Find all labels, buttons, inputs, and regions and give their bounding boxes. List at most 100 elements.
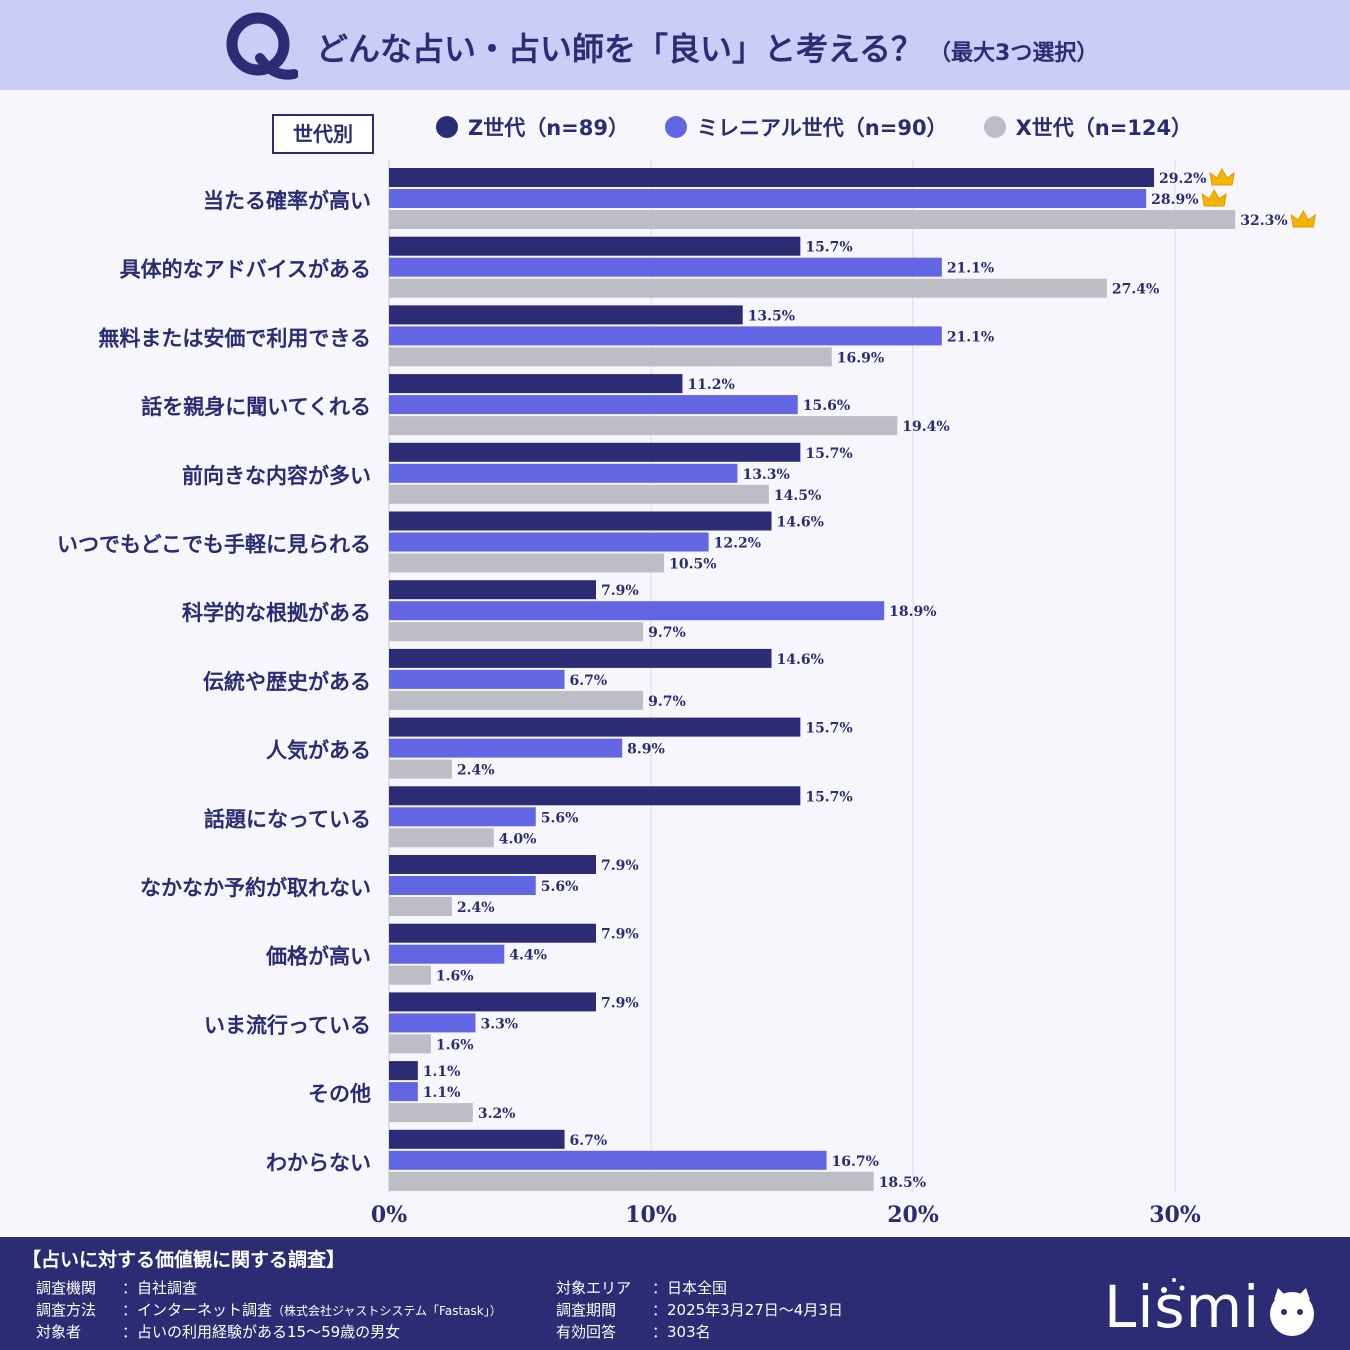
category-label: いつでもどこでも手軽に見られる [57,533,371,557]
info-value: ：2025年3月27日～4月3日 [652,1301,843,1319]
data-label: 7.9% [601,995,639,1011]
data-label: 11.2% [687,377,734,393]
legend-label-z: Z世代（n=89） [468,116,629,140]
cat-mascot-icon [1270,1288,1314,1336]
bar [389,923,596,943]
bar [389,347,832,367]
category-label: 具体的なアドバイスがある [120,258,371,282]
bar [389,580,596,600]
data-label: 29.2% [1159,171,1206,187]
data-label: 8.9% [627,742,665,758]
bar-chart: 0% 10% 20% 30% 当たる確率が高い 29.2% 28.9% 32.3% 具体的なアド… [57,160,1316,1228]
legend-label-x: X世代（n=124） [1015,116,1193,140]
data-label: 7.9% [601,583,639,599]
info-value: ：自社調査 [122,1279,198,1297]
x-tick-label: 30% [1149,1202,1201,1228]
data-label: 4.0% [499,831,537,847]
data-label: 1.6% [436,1037,474,1053]
bar [389,622,644,642]
header-banner: どんな占い・占い師を「良い」と考える？ （最大3つ選択） [0,0,1350,90]
info-row-agency: 調査機関 ：自社調査 [36,1277,197,1298]
crown-icon [1209,167,1235,186]
info-key: 対象エリア [556,1279,632,1297]
data-label: 9.7% [648,694,686,710]
category-label: 科学的な根拠がある [182,601,371,625]
bar [389,1171,874,1191]
data-label: 7.9% [601,927,639,943]
data-label: 5.6% [541,810,579,826]
logo-text: Lismi [1104,1273,1261,1341]
data-label: 10.5% [669,557,716,573]
legend-item-z: Z世代（n=89） [436,112,629,142]
info-row-area: 対象エリア ：日本全国 [556,1277,727,1298]
data-label: 19.4% [902,419,949,435]
info-key: 調査方法 [36,1301,97,1319]
bar [389,463,738,483]
data-label: 18.5% [879,1175,926,1191]
bar [389,1103,473,1123]
category-label: その他 [308,1082,371,1106]
info-value-note: （株式会社ジャストシステム「Fastask」） [272,1304,502,1318]
legend-label-millennial: ミレニアル世代（n=90） [697,116,948,140]
category-label: 話を親身に聞いてくれる [141,395,371,419]
bar [389,442,801,462]
chart-legend: Z世代（n=89） ミレニアル世代（n=90） X世代（n=124） [436,112,1192,142]
data-label: 21.1% [947,261,994,277]
bar [389,553,665,573]
data-label: 15.6% [803,398,850,414]
data-label: 12.2% [714,536,761,552]
data-label: 7.9% [601,858,639,874]
bar [389,484,769,504]
category-label: 人気がある [266,739,371,763]
data-label: 32.3% [1240,213,1287,229]
info-value: ：日本全国 [652,1279,728,1297]
category-label: 無料または安価で利用できる [98,326,371,350]
info-row-responses: 有効回答 ：303名 [556,1321,711,1342]
category-label: いま流行っている [204,1013,371,1037]
data-label: 2.4% [457,763,495,779]
data-label: 14.5% [774,488,821,504]
crown-icon [1290,209,1316,228]
bar [389,374,683,394]
legend-item-millennial: ミレニアル世代（n=90） [665,112,948,142]
data-label: 18.9% [889,604,936,620]
data-label: 1.6% [436,969,474,985]
category-label: 価格が高い [265,945,371,969]
data-label: 1.1% [423,1064,461,1080]
info-key: 対象者 [36,1323,82,1341]
lismi-logo: Lismi [1104,1272,1324,1342]
info-row-period: 調査期間 ：2025年3月27日～4月3日 [556,1299,843,1320]
info-value: ：インターネット調査（株式会社ジャストシステム「Fastask」） [122,1301,502,1319]
data-label: 6.7% [570,1133,608,1149]
sparkle-icon [1161,1278,1185,1293]
generation-badge: 世代別 [272,114,374,154]
data-label: 1.1% [423,1085,461,1101]
bar [389,210,1236,229]
info-row-method: 調査方法 ：インターネット調査（株式会社ジャストシステム「Fastask」） [36,1299,502,1320]
bar [389,738,623,758]
data-label: 16.9% [837,350,884,366]
data-label: 16.7% [832,1154,879,1170]
bar [389,759,452,779]
info-row-target: 対象者 ：占いの利用経験がある15～59歳の男女 [36,1321,400,1342]
title-subtitle: （最大3つ選択） [929,41,1099,66]
data-label: 4.4% [509,948,547,964]
bar [389,511,772,531]
data-label: 15.7% [805,446,852,462]
category-label: わからない [266,1151,371,1175]
bar [389,648,772,668]
survey-footer: 【占いに対する価値観に関する調査】 調査機関 ：自社調査 調査方法 ：インターネ… [0,1237,1350,1350]
data-label: 13.3% [742,467,789,483]
bar [389,876,536,895]
data-label: 13.5% [748,308,795,324]
bar [389,257,942,277]
x-tick-label: 0% [371,1202,407,1228]
data-label: 5.6% [541,879,579,895]
bar [389,305,743,325]
info-key: 調査機関 [36,1279,97,1297]
data-label: 14.6% [777,652,824,668]
category-label: 話題になっている [204,807,371,831]
info-key: 調査期間 [556,1301,617,1319]
legend-dot-z [436,116,458,138]
info-value: ：占いの利用経験がある15～59歳の男女 [122,1323,401,1341]
